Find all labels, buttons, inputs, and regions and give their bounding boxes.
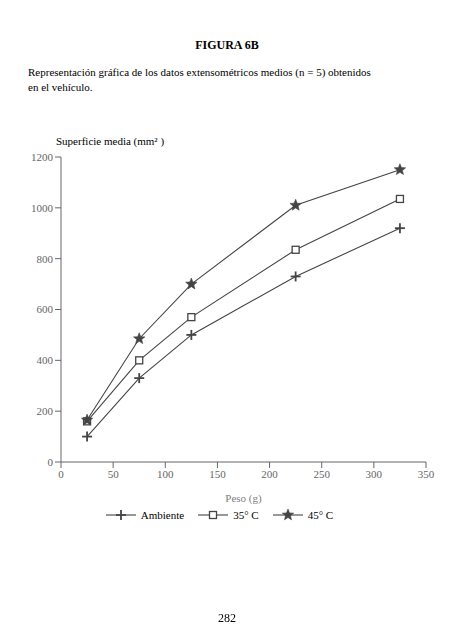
html-text:FIGURA 6B: FIGURA 6B bbox=[195, 38, 259, 52]
svg-text:250: 250 bbox=[313, 468, 330, 480]
svg-text:100: 100 bbox=[157, 468, 174, 480]
svg-text:600: 600 bbox=[37, 303, 54, 315]
svg-text:200: 200 bbox=[261, 468, 278, 480]
html-text:45° C: 45° C bbox=[307, 509, 334, 521]
html-text:en el vehículo.: en el vehículo. bbox=[28, 81, 93, 93]
html-text:282: 282 bbox=[218, 611, 236, 625]
svg-text:350: 350 bbox=[418, 468, 435, 480]
svg-text:300: 300 bbox=[366, 468, 383, 480]
html-text:Representación gráfica de los: Representación gráfica de los datos exte… bbox=[28, 66, 371, 78]
svg-text:150: 150 bbox=[209, 468, 226, 480]
svg-text:800: 800 bbox=[37, 253, 54, 265]
svg-text:0: 0 bbox=[58, 468, 64, 480]
svg-text:0: 0 bbox=[48, 456, 54, 468]
html-text:Superficie media (mm² ): Superficie media (mm² ) bbox=[56, 135, 165, 147]
svg-text:200: 200 bbox=[37, 405, 54, 417]
svg-text:50: 50 bbox=[108, 468, 120, 480]
svg-text:1000: 1000 bbox=[31, 202, 54, 214]
html-text:Ambiente: Ambiente bbox=[140, 509, 185, 521]
html-text:35° C: 35° C bbox=[233, 509, 259, 521]
svg-text:400: 400 bbox=[37, 354, 54, 366]
svg-text:1200: 1200 bbox=[31, 151, 54, 163]
svg-text:Peso (g): Peso (g) bbox=[225, 492, 262, 505]
